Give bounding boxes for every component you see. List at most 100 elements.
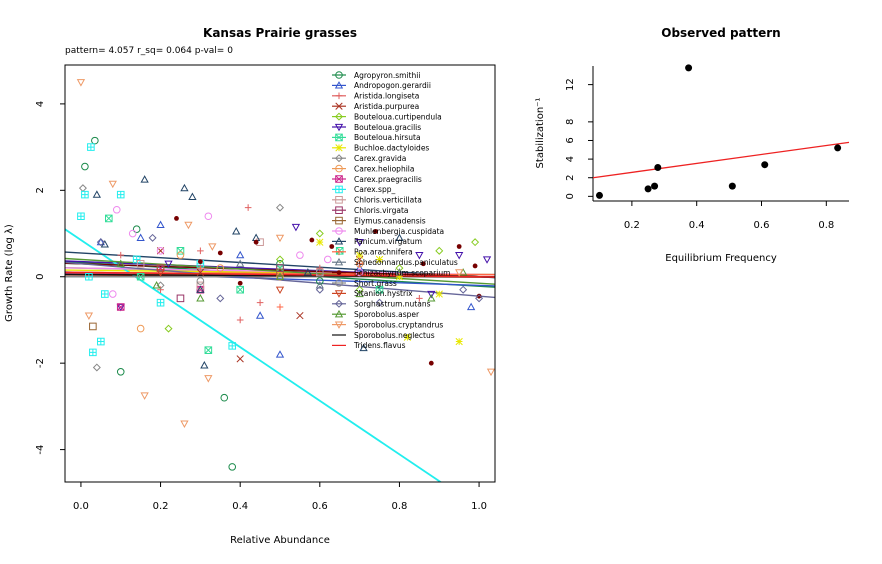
legend-label: Carex.heliophila: [354, 164, 414, 173]
data-point-Sporobolus.cryptandrus: [208, 243, 217, 251]
left-y-tick-label: 4: [35, 101, 46, 107]
data-point-Bouteloua.curtipendula: [275, 255, 285, 264]
legend-label: Bouteloua.curtipendula: [354, 112, 442, 121]
data-point-Sorghastrum.nutans: [315, 285, 324, 294]
left-plot-frame: [64, 64, 496, 483]
data-point-Aristida.longiseta: [197, 247, 204, 255]
data-point-Bouteloua.gracilis: [355, 239, 364, 247]
data-point-Aristida.longiseta: [157, 286, 164, 294]
data-point-Carex.heliophila: [136, 324, 145, 333]
data-point-Chloris.verticillata: [136, 259, 145, 268]
data-point-Carex.gravida: [275, 203, 285, 212]
data-point-Schizachyrium.scoparium: [174, 216, 179, 221]
left-chart-title: Kansas Prairie grasses: [203, 26, 357, 40]
data-point-Carex.spp_: [228, 342, 237, 350]
right-x-tick-label: 0.4: [689, 220, 705, 231]
data-point-Sporobolus.cryptandrus: [455, 269, 464, 277]
data-point-Andropogon.gerardii: [156, 220, 165, 229]
data-point-Schizachyrium.scoparium: [309, 237, 315, 243]
data-point-Panicum.virgatum: [359, 343, 368, 352]
legend-marker-Carex.heliophila: [335, 164, 343, 173]
legend-marker-Carex.praegracilis: [335, 175, 343, 183]
data-point-Buchloe.dactyloides: [395, 273, 404, 281]
right-x-tick-label: 0.2: [624, 220, 640, 231]
data-point-Bouteloua.hirsuta: [104, 214, 113, 223]
data-point-Bouteloua.curtipendula: [164, 324, 173, 333]
data-point-Bouteloua.gracilis: [116, 303, 125, 312]
observed-point: [654, 163, 662, 171]
data-point-Elymus.canadensis: [276, 268, 284, 277]
legend-marker-Carex.spp_: [335, 185, 343, 194]
data-point-Bouteloua.gracilis: [455, 251, 464, 260]
data-point-Bouteloua.hirsuta: [204, 346, 213, 355]
data-point-Andropogon.gerardii: [466, 302, 476, 311]
data-point-Sporobolus.asper: [116, 259, 125, 267]
legend-label: Andropogon.gerardii: [354, 81, 431, 90]
data-point-Aristida.purpurea: [236, 355, 244, 363]
data-point-Aristida.longiseta: [244, 204, 252, 211]
left-x-tick-label: 0.2: [153, 501, 169, 512]
data-point-Schizachyrium.scoparium: [217, 250, 223, 256]
legend-marker-Chloris.verticillata: [335, 196, 343, 204]
right-y-tick-label: 8: [565, 119, 576, 125]
data-point-Sitanion.hystrix: [275, 286, 285, 295]
data-point-Aristida.longiseta: [236, 316, 244, 324]
right-y-tick-label: 12: [565, 78, 576, 91]
right-x-tick-label: 0.6: [754, 220, 770, 231]
data-point-Andropogon.gerardii: [236, 250, 245, 259]
data-point-Bouteloua.curtipendula: [315, 229, 324, 238]
data-point-Panicum.virgatum: [100, 240, 109, 248]
legend-label: Chloris.virgata: [354, 206, 409, 215]
data-point-Carex.spp_: [101, 290, 109, 298]
data-point-Panicum.virgatum: [232, 227, 241, 235]
observed-point: [644, 185, 652, 193]
data-point-Aristida.longiseta: [316, 264, 324, 272]
data-point-Sorghastrum.nutans: [375, 298, 384, 307]
legend-marker-Bouteloua.curtipendula: [334, 112, 344, 121]
left-y-axis-label: Growth Rate (log λ): [4, 224, 15, 322]
data-point-Bouteloua.curtipendula: [355, 285, 364, 294]
legend-label: Carex.spp_: [354, 185, 395, 194]
legend-label: Sporobolus.asper: [354, 310, 420, 319]
right-fit-line: [592, 141, 850, 179]
left-y-tick-label: -2: [35, 358, 46, 368]
data-point-Sorghastrum.nutans: [216, 294, 225, 303]
data-point-Chloris.virgata: [176, 294, 185, 303]
legend-marker-Agropyron.smithii: [335, 71, 343, 79]
legend-label: Schizachyrium.scoparium: [354, 268, 450, 277]
legend-label: Buchloe.dactyloides: [354, 144, 429, 153]
data-point-Aristida.purpurea: [196, 268, 205, 277]
data-point-Carex.spp_: [87, 143, 95, 151]
data-point-Schizachyrium.scoparium: [456, 244, 462, 249]
data-point-Carex.heliophila: [176, 251, 185, 259]
data-point-Muhlenbergia.cuspidata: [128, 229, 137, 238]
right-chart: Observed pattern 0.2 0.4 0.6 0.8 0 2 4 6 8 12 Equil…: [535, 26, 850, 264]
data-point-Bouteloua.gracilis: [427, 290, 436, 299]
legend-marker-Sporobolus.asper: [334, 309, 344, 318]
data-point-Panicum.virgatum: [303, 268, 313, 276]
data-point-Sporobolus.asper: [152, 281, 161, 289]
data-point-Schizachyrium.scoparium: [329, 244, 335, 249]
data-point-Short.grass: [196, 277, 205, 285]
legend-label: Bouteloua.gracilis: [354, 123, 421, 132]
legend-marker-Schizachyrium.scoparium: [336, 270, 342, 275]
data-point-Panicum.virgatum: [140, 175, 149, 183]
data-point-Carex.spp_: [85, 272, 93, 281]
legend-label: Elymus.canadensis: [354, 216, 426, 225]
data-point-Elymus.canadensis: [89, 322, 97, 331]
data-point-Poa.arachnifera: [276, 303, 284, 311]
left-y-tick-label: 2: [35, 187, 46, 193]
data-point-Bouteloua.hirsuta: [236, 285, 244, 294]
data-point-Carex.heliophila: [216, 264, 225, 272]
legend-label: Carex.praegracilis: [354, 175, 422, 184]
data-point-Sporobolus.cryptandrus: [204, 375, 213, 383]
data-point-Agropyron.smithii: [132, 225, 141, 234]
data-point-Schizachyrium.scoparium: [420, 261, 426, 267]
data-point-Carex.spp_: [97, 337, 105, 346]
legend-marker-Sorghastrum.nutans: [334, 299, 344, 308]
data-point-Sorghastrum.nutans: [475, 294, 484, 303]
data-point-Buchloe.dactyloides: [403, 333, 412, 341]
right-y-tick-label: 2: [565, 175, 576, 181]
observed-point: [834, 144, 842, 152]
